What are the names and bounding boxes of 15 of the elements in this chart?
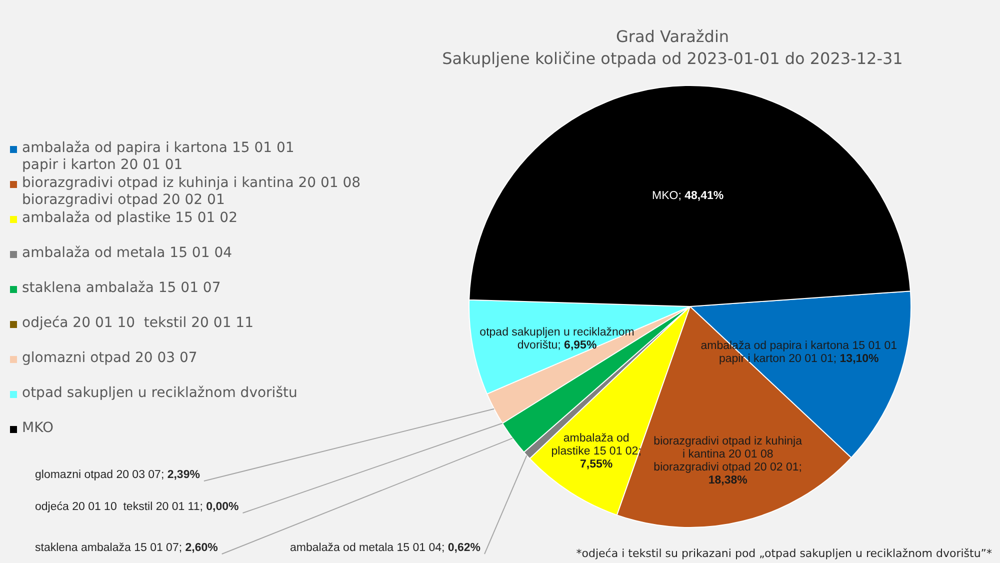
legend-label: ambalaža od metala 15 01 04 xyxy=(22,245,232,262)
text: odjeća 20 01 10 tekstil 20 01 11; 0,00% xyxy=(35,501,239,514)
legend-label: otpad sakupljen u reciklažnom dvorištu xyxy=(22,385,298,402)
legend-label: MKO xyxy=(22,420,54,437)
chart-title: Grad Varaždin Sakupljene količine otpada od 2023-01-01 do 2023-12-31 xyxy=(441,26,904,70)
legend-label: staklena ambalaža 15 01 07 xyxy=(22,280,221,297)
data-label: staklena ambalaža 15 01 07; 2,60% xyxy=(35,542,218,554)
data-label: glomazni otpad 20 03 07; 2,39% xyxy=(35,469,200,482)
text: *odjeća i tekstil su prikazani pod „otpad sakupljen u reciklažnom dvorištu”* xyxy=(576,547,992,560)
data-label: biorazgradivi otpad iz kuhinja i kantina 20 01 08 biorazgradivi otpad 20 02 01; 18,38% xyxy=(654,436,803,487)
legend-label: ambalaža od plastike 15 01 02 xyxy=(22,210,238,227)
data-label: ambalaža od metala 15 01 04; 0,62% xyxy=(290,542,481,554)
legend-label: glomazni otpad 20 03 07 xyxy=(22,350,198,367)
legend-label: odjeća 20 01 10 tekstil 20 01 11 xyxy=(22,315,254,332)
data-label: MKO; 48,41% xyxy=(652,190,724,202)
